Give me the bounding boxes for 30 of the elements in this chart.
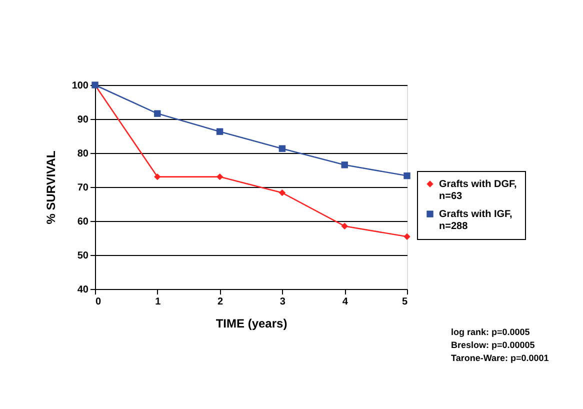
- point: [278, 145, 286, 152]
- point: [154, 110, 161, 117]
- y-tick-label: 90: [77, 114, 89, 126]
- x-tick-label: 2: [218, 296, 224, 308]
- point: [404, 172, 410, 180]
- text: log rank: p=0.0005: [451, 327, 530, 337]
- point: [278, 189, 286, 196]
- text: Tarone-Ware: p=0.0001: [451, 353, 549, 363]
- point: [341, 162, 348, 168]
- x-axis-title: TIME (years): [216, 316, 288, 330]
- x-tick-label: 3: [280, 296, 286, 308]
- y-tick-label: 100: [72, 80, 89, 92]
- point: [341, 222, 348, 230]
- y-tick-label: 70: [77, 182, 89, 194]
- point: [404, 233, 410, 240]
- legend-label: Grafts with IGF, n=288: [439, 209, 513, 232]
- y-tick-label: 60: [77, 216, 89, 228]
- x-tick-label: 0: [96, 296, 102, 308]
- x-tick-label: 5: [402, 296, 408, 308]
- text: Breslow: p=0.00005: [451, 340, 535, 350]
- legend-label: Grafts with DGF, n=63: [439, 179, 518, 202]
- point: [216, 128, 224, 135]
- point: [216, 173, 224, 180]
- x-tick-label: 4: [342, 296, 348, 308]
- x-tick-label: 1: [155, 296, 162, 308]
- y-tick-label: 50: [77, 250, 89, 262]
- point: [154, 173, 161, 180]
- y-tick-label: 40: [77, 284, 89, 296]
- y-tick-label: 80: [77, 148, 89, 160]
- y-axis-title: % SURVIVAL: [44, 150, 58, 224]
